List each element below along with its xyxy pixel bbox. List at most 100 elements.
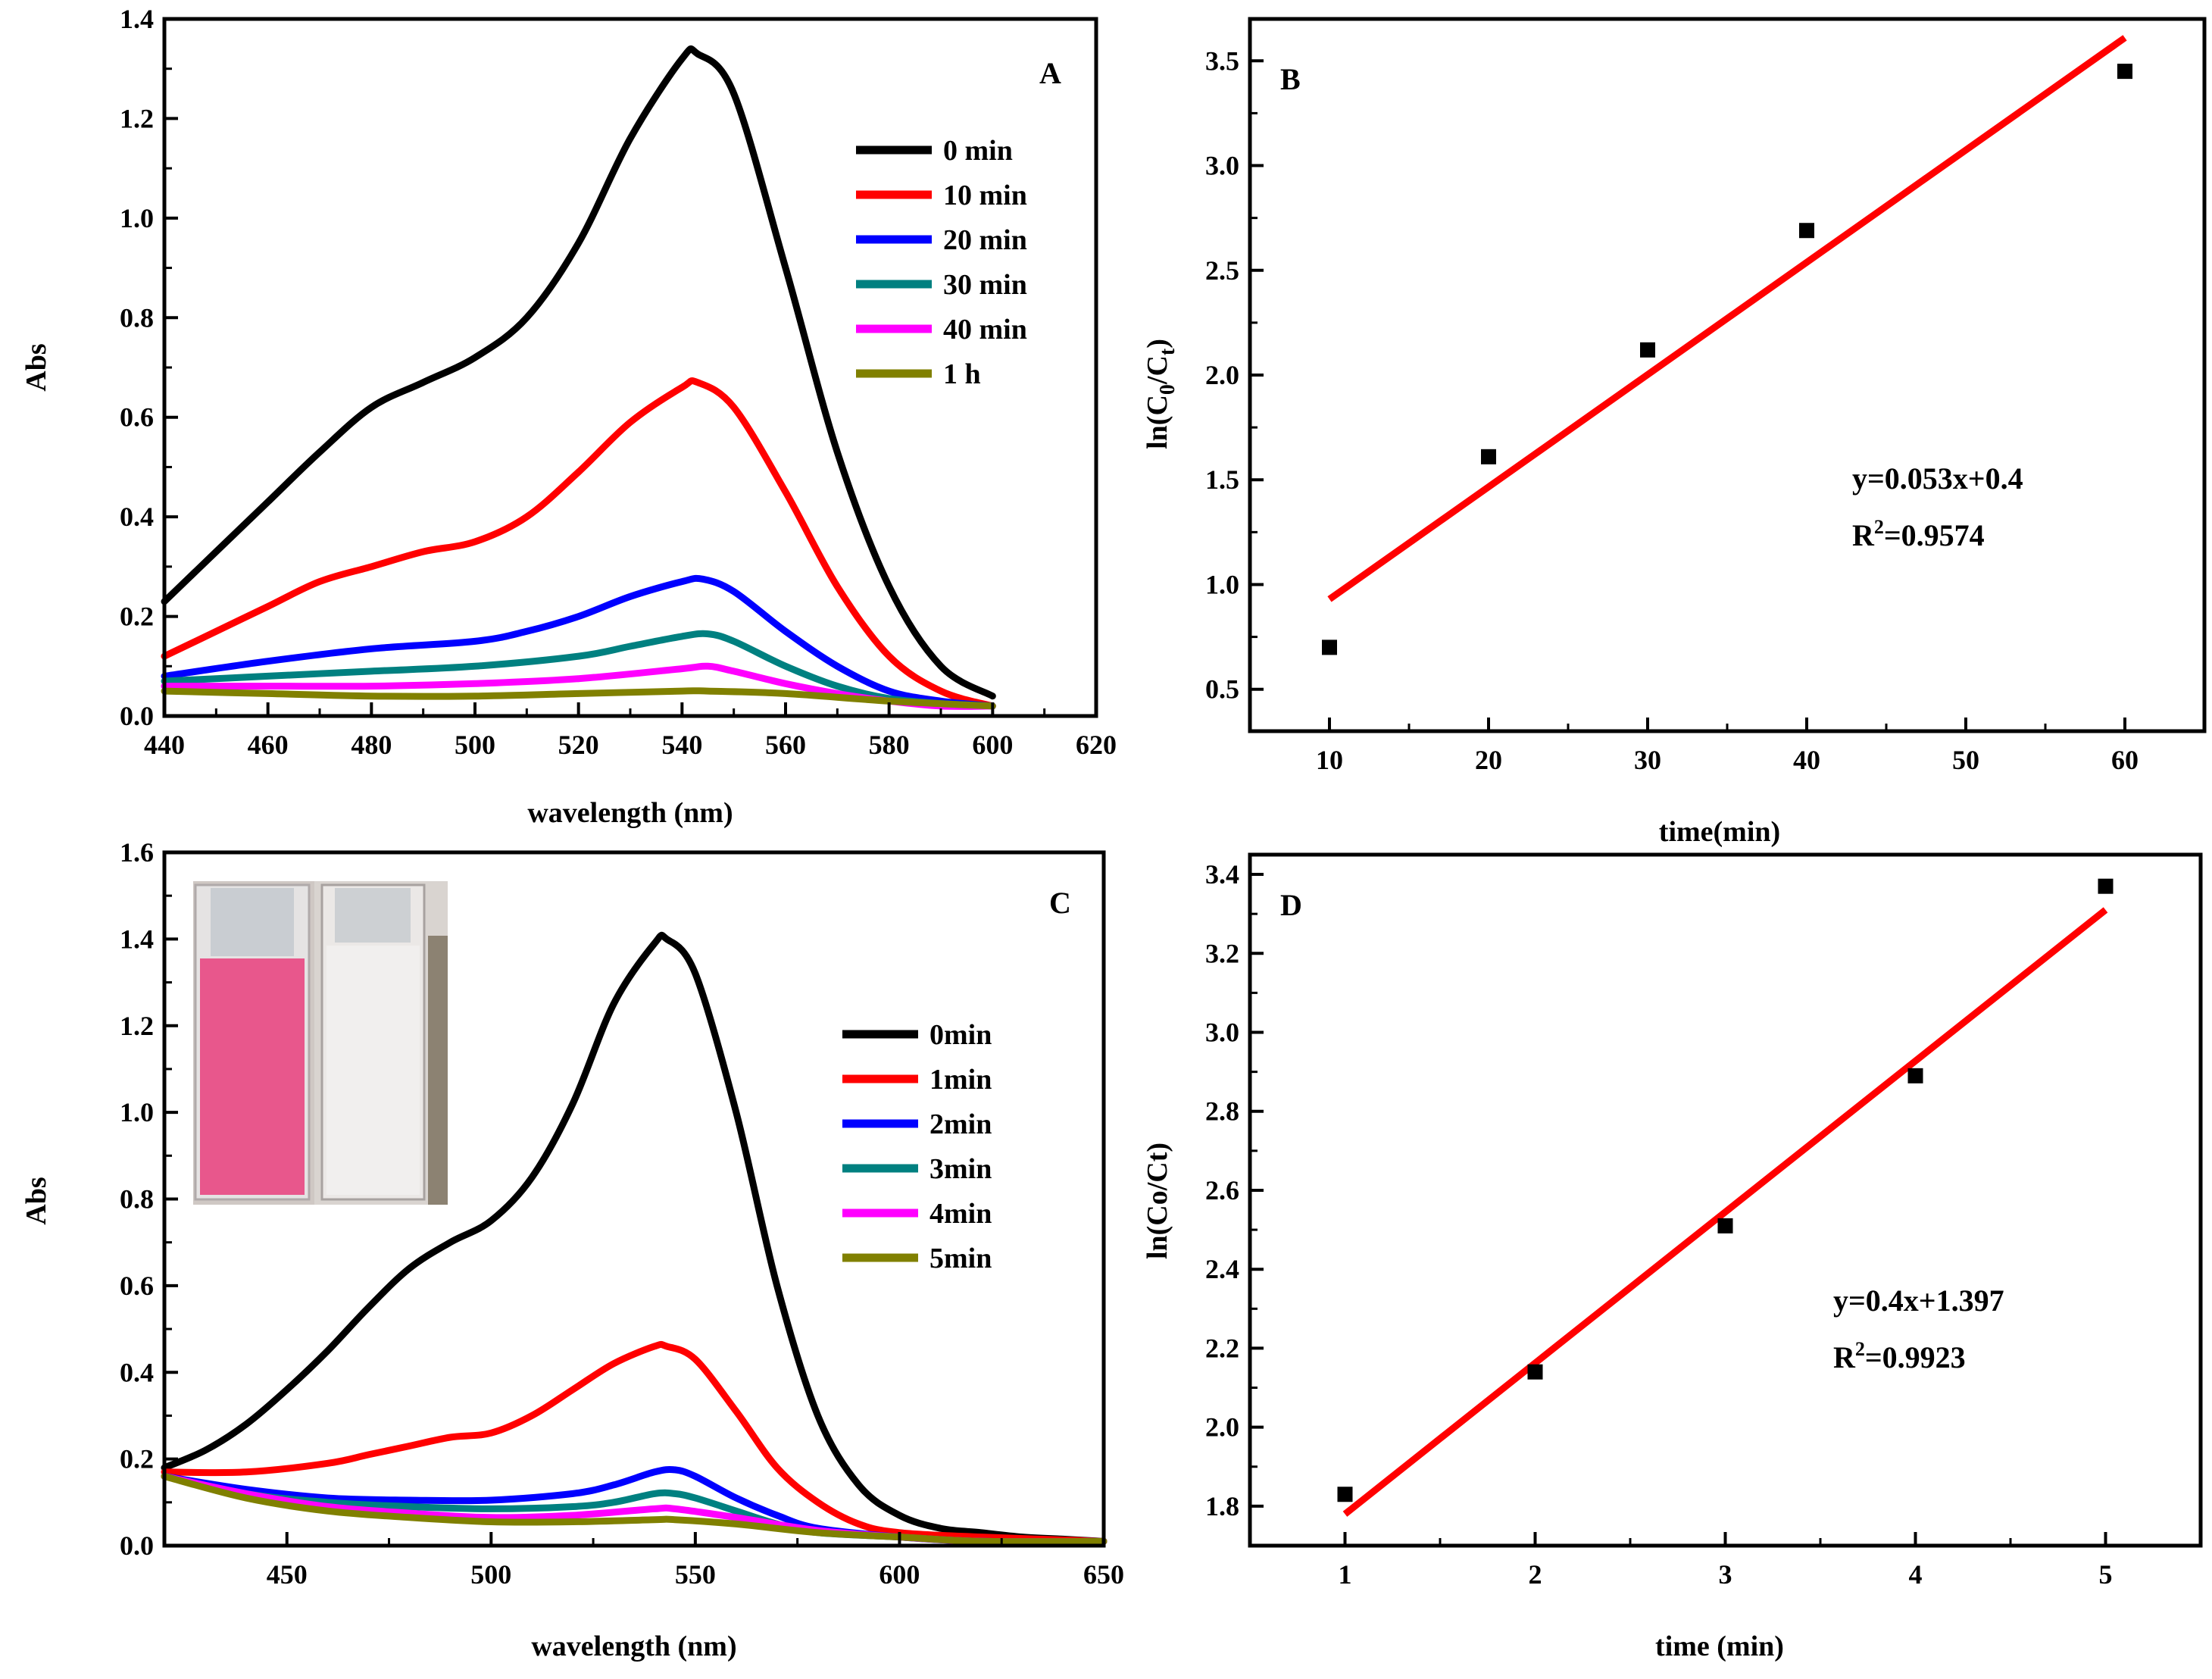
pink-cuvette-liquid: [200, 958, 305, 1195]
x-tick-label: 600: [879, 1559, 920, 1590]
panel-b-y-label: ln(C0/Ct): [1142, 339, 1179, 449]
y-tick-label: 2.5: [1205, 255, 1239, 286]
legend-label: 2min: [929, 1108, 992, 1140]
legend-label: 20 min: [943, 224, 1027, 256]
y-tick-label: 1.6: [120, 837, 154, 868]
panel-b-r2-value: =0.9574: [1884, 518, 1985, 552]
panel-d-frame: [1248, 852, 2203, 1548]
series-line-0-min: [161, 45, 996, 700]
panel-b-y-ticks: 0.5 1.0 1.5 2.0 2.5 3.0 3.5: [1205, 45, 1264, 705]
panel-d-fit-line: [1342, 907, 2108, 1517]
panel-c-label: C: [1049, 886, 1071, 920]
y-tick-label: 0.0: [120, 701, 154, 731]
y-tick-label: 0.6: [120, 402, 154, 433]
y-tick-label: 2.0: [1205, 1412, 1239, 1443]
legend-label: 1 h: [943, 358, 981, 390]
x-tick-label: 440: [144, 730, 185, 760]
x-tick-label: 550: [675, 1559, 716, 1590]
y-tick-label: 1.5: [1205, 464, 1239, 495]
panel-b-x-label: time(min): [1659, 816, 1780, 848]
x-tick-label: 460: [248, 730, 289, 760]
y-tick-label: 0.8: [120, 302, 154, 333]
y-tick-label: 2.0: [1205, 360, 1239, 390]
panel-b-y-label-sub2: t: [1156, 348, 1179, 355]
series-line-20-min: [161, 574, 996, 710]
legend-label: 4min: [929, 1198, 992, 1230]
panel-a-curves: [161, 45, 996, 710]
y-tick-label: 1.2: [120, 1011, 154, 1041]
panel-b-label: B: [1280, 62, 1301, 96]
data-point: [1527, 1364, 1543, 1380]
y-tick-label: 3.4: [1205, 859, 1239, 890]
panel-b: 10 20 30 40 50 60 0.51.01.52.02.53.03.5 B tim…: [1142, 17, 2207, 848]
x-tick-label: 560: [765, 730, 806, 760]
x-tick-label: 520: [558, 730, 599, 760]
y-tick-label: 1.4: [120, 4, 154, 34]
cuvette-photo-sand: [428, 936, 448, 1205]
x-tick-label: 600: [972, 730, 1013, 760]
y-tick-label: 2.2: [1205, 1333, 1239, 1363]
data-point: [2117, 64, 2132, 80]
y-tick-label: 1.0: [1205, 569, 1239, 599]
panel-b-r2: R2=0.9574: [1852, 516, 1985, 552]
panel-d-y-ticks: 1.8 2.0 2.2 2.4 2.6 2.8 3.0 3.2 3.4: [1205, 859, 1264, 1521]
panel-b-r2-sup: 2: [1874, 516, 1884, 538]
pink-cuvette-top: [211, 888, 294, 956]
panel-c-x-ticks: 450 500 550 600 650: [267, 1532, 1124, 1590]
panel-b-y-label-part3: ): [1142, 339, 1173, 349]
panel-b-points: [1322, 64, 2132, 655]
x-tick-label: 650: [1083, 1559, 1124, 1590]
y-tick-label: 3.0: [1205, 1018, 1239, 1048]
panel-d-label: D: [1280, 888, 1302, 922]
y-tick-label: 1.8: [1205, 1491, 1239, 1521]
fit-line: [1327, 35, 2127, 602]
panel-a-x-ticks: 440 460 480 500 520 540 560 580 600 620: [144, 702, 1117, 760]
panel-d-x-label: time (min): [1655, 1631, 1784, 1662]
clear-cuvette-top: [335, 888, 411, 943]
panel-c-x-label: wavelength (nm): [531, 1631, 736, 1662]
data-point: [2098, 878, 2114, 894]
panel-d-r2-sup: 2: [1855, 1338, 1865, 1360]
y-tick-label: 2.4: [1205, 1254, 1239, 1284]
panel-c-legend: 0min 1min 2min 3min 4min 5min: [842, 1019, 992, 1274]
legend-label: 0min: [929, 1019, 992, 1051]
series-line-5min: [161, 1473, 1108, 1546]
panel-d-y-label: ln(Co/Ct): [1142, 1143, 1173, 1259]
data-point: [1337, 1487, 1353, 1502]
y-tick-label: 2.8: [1205, 1096, 1239, 1127]
series-line-10-min: [161, 377, 996, 710]
data-point: [1322, 639, 1337, 655]
panel-b-y-label-sub1: 0: [1156, 384, 1179, 395]
y-tick-label: 3.5: [1205, 45, 1239, 76]
panel-c-y-ticks: 0.0 0.2 0.4 0.6 0.8 1.0 1.2 1.4 1.6: [120, 837, 178, 1561]
legend-label: 0 min: [943, 135, 1013, 167]
panel-a-legend: 0 min 10 min 20 min 30 min 40 min 1 h: [856, 135, 1027, 390]
y-tick-label: 3.2: [1205, 938, 1239, 968]
panel-d-r2-prefix: R: [1833, 1340, 1856, 1374]
panel-c-curves: [161, 931, 1108, 1546]
legend-label: 3min: [929, 1153, 992, 1185]
y-tick-label: 1.4: [120, 924, 154, 954]
data-point: [1799, 223, 1814, 239]
series-line-0min: [161, 931, 1108, 1545]
x-tick-label: 20: [1475, 745, 1502, 775]
x-tick-label: 450: [267, 1559, 308, 1590]
panel-c-y-label: Abs: [20, 1177, 52, 1224]
panel-a-y-label: Abs: [20, 343, 52, 391]
panel-d: 1 2 3 4 5 1.8 2.0 2.2 2.4 2.6 2.8 3.0 3.2 3.4 D time…: [1142, 852, 2203, 1662]
x-tick-label: 620: [1076, 730, 1117, 760]
x-tick-label: 2: [1529, 1559, 1542, 1590]
panel-d-r2: R2=0.9923: [1833, 1338, 1966, 1374]
y-tick-label: 2.6: [1205, 1175, 1239, 1205]
fit-line: [1342, 907, 2108, 1517]
panel-b-y-label-part1: ln(C: [1142, 395, 1173, 449]
legend-label: 5min: [929, 1243, 992, 1274]
x-tick-label: 40: [1793, 745, 1820, 775]
y-tick-label: 0.2: [120, 602, 154, 632]
x-tick-label: 1: [1339, 1559, 1352, 1590]
x-tick-label: 50: [1952, 745, 1979, 775]
x-tick-label: 10: [1316, 745, 1343, 775]
clear-cuvette-liquid: [326, 946, 420, 1195]
y-tick-label: 0.4: [120, 502, 154, 532]
